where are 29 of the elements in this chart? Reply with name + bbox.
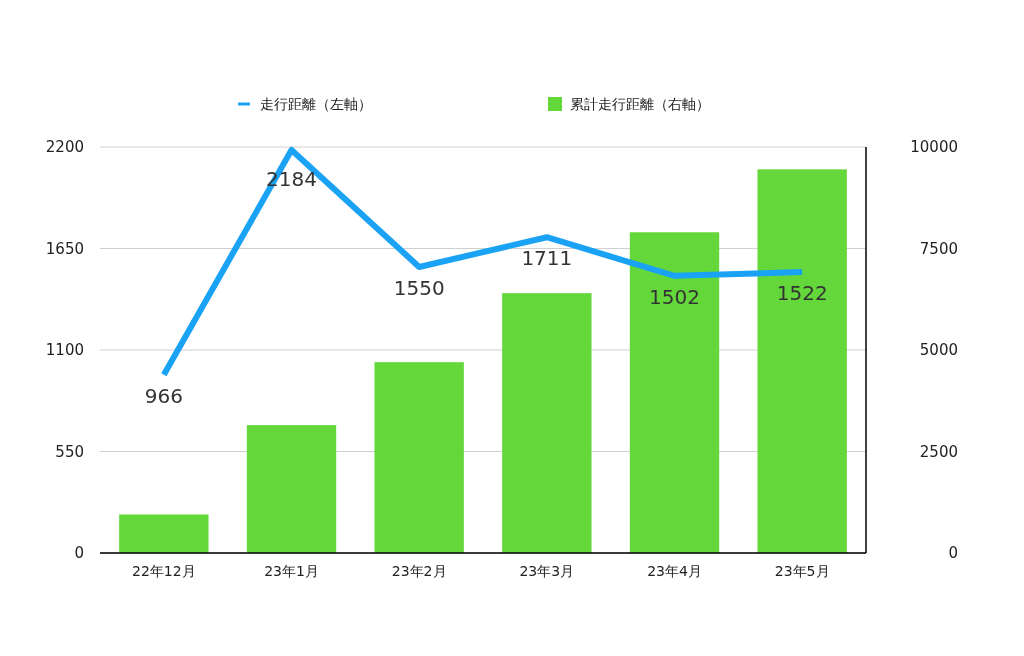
y-tick-label: 550 [55, 442, 84, 461]
x-tick-label: 23年4月 [647, 563, 702, 579]
bar [246, 425, 337, 553]
legend-label: 走行距離（左軸） [260, 96, 372, 112]
x-tick-label: 23年1月 [264, 563, 319, 579]
y-tick-label: 1100 [45, 341, 84, 359]
bar [502, 293, 592, 553]
x-tick-label: 23年5月 [774, 563, 830, 579]
y-tick-label: 2200 [45, 138, 84, 156]
y2-tick-label: 5000 [919, 341, 958, 359]
data-label: 1550 [393, 275, 445, 300]
legend-label: 累計走行距離（右軸） [570, 96, 710, 112]
y2-tick-label: 2500 [919, 442, 958, 461]
x-tick-label: 23年3月 [519, 563, 575, 579]
bar [629, 232, 720, 553]
y-tick-label: 1650 [45, 239, 84, 258]
y-tick-label: 0 [74, 544, 84, 562]
data-label: 1502 [649, 284, 700, 309]
data-label: 966 [144, 383, 183, 408]
bar [757, 169, 847, 553]
x-tick-label: 22年12月 [132, 563, 196, 579]
data-label: 1711 [521, 246, 573, 271]
data-label: 1522 [776, 281, 828, 306]
y2-tick-label: 10000 [910, 138, 958, 156]
bar [119, 514, 209, 553]
bar [374, 362, 464, 553]
y2-tick-label: 7500 [919, 239, 958, 258]
x-tick-label: 23年2月 [391, 563, 447, 579]
y2-tick-label: 0 [948, 544, 958, 562]
